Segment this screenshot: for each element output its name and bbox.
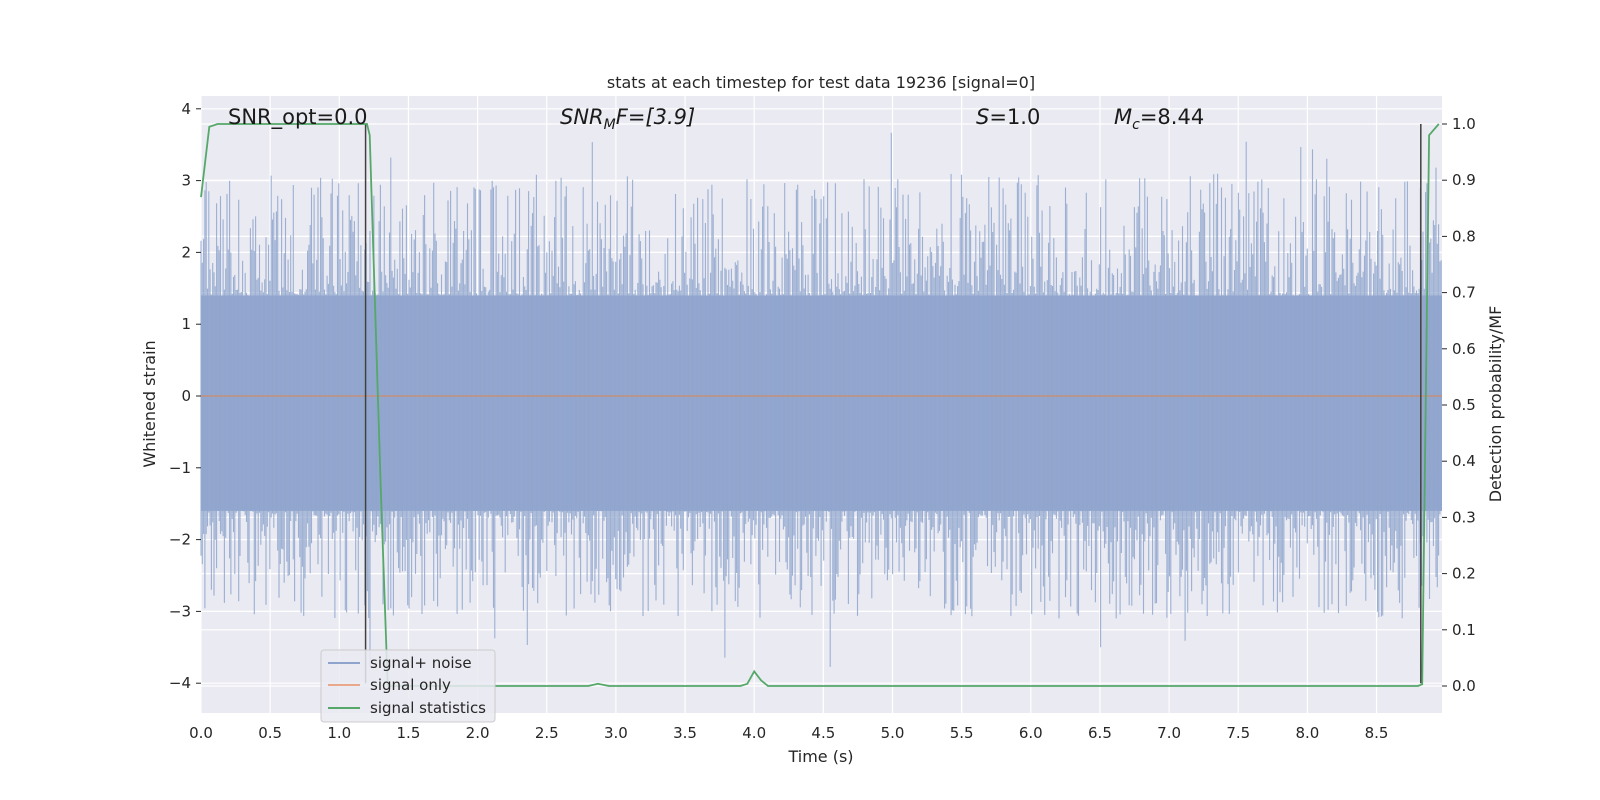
y2-tick-label: 0.0 [1452, 677, 1476, 695]
annotation-s: S=1.0 [976, 105, 1040, 129]
signal-statistics-series [200, 123, 1440, 687]
x-tick-label: 7.5 [1226, 724, 1250, 742]
y-tick-label: −2 [169, 531, 191, 549]
legend-label-stats: signal statistics [370, 699, 486, 717]
y2-tick-label: 0.5 [1452, 396, 1476, 414]
legend-label-noise: signal+ noise [370, 654, 472, 672]
y2-axis-label: Detection probability/MF [1486, 306, 1505, 503]
y-tick-label: 1 [181, 315, 191, 333]
x-tick-label: 4.5 [811, 724, 835, 742]
annotation-mc: Mc=8.44 [1114, 105, 1204, 133]
y2-tick-label: 0.3 [1452, 508, 1476, 526]
x-tick-label: 2.5 [535, 724, 559, 742]
x-tick-label: 4.0 [742, 724, 766, 742]
y-tick-label: 2 [181, 243, 191, 261]
x-tick-label: 7.0 [1157, 724, 1181, 742]
axis-ticks: 0.0 0.5 1.0 1.5 2.0 2.5 3.0 3.5 4.0 4.5 5.0 5.5 6.0 6… [169, 100, 1476, 742]
annotation-snr-opt: SNR_opt=0.0 [228, 105, 368, 130]
noise-strokes [200, 132, 1442, 667]
legend-box [320, 649, 496, 723]
x-tick-label: 8.0 [1295, 724, 1319, 742]
y2-tick-label: 1.0 [1452, 115, 1476, 133]
x-tick-label: 0.0 [189, 724, 213, 742]
x-tick-label: 8.5 [1365, 724, 1389, 742]
x-tick-label: 1.5 [397, 724, 421, 742]
signal-statistics-line [200, 123, 1440, 687]
y2-tick-label: 0.7 [1452, 284, 1476, 302]
y-tick-label: −1 [169, 459, 191, 477]
chart-title: stats at each timestep for test data 192… [607, 73, 1035, 92]
x-tick-label: 6.0 [1019, 724, 1043, 742]
x-tick-label: 0.5 [258, 724, 282, 742]
y-tick-label: −3 [169, 602, 191, 620]
annotation-snr-mf: SNRMF=[3.9] [560, 105, 695, 133]
y-tick-label: −4 [169, 674, 191, 692]
legend-label-signal: signal only [370, 676, 451, 694]
x-tick-label: 3.5 [673, 724, 697, 742]
x-tick-label: 5.5 [950, 724, 974, 742]
y2-tick-label: 0.1 [1452, 621, 1476, 639]
signal-noise-series [200, 132, 1442, 667]
y2-tick-label: 0.8 [1452, 227, 1476, 245]
y-tick-label: 3 [181, 172, 191, 190]
y-tick-label: 4 [181, 100, 191, 118]
legend: signal+ noise signal only signal statist… [320, 649, 496, 723]
x-tick-label: 2.0 [466, 724, 490, 742]
x-axis-label: Time (s) [787, 747, 853, 766]
y2-tick-label: 0.2 [1452, 565, 1476, 583]
vertical-marker-lines [364, 124, 1422, 684]
x-tick-label: 3.0 [604, 724, 628, 742]
x-tick-label: 1.0 [327, 724, 351, 742]
y2-tick-label: 0.4 [1452, 452, 1476, 470]
x-tick-label: 6.5 [1088, 724, 1112, 742]
y2-tick-label: 0.6 [1452, 340, 1476, 358]
y-tick-label: 0 [181, 387, 191, 405]
y-axis-label: Whitened strain [140, 340, 159, 467]
y2-tick-label: 0.9 [1452, 171, 1476, 189]
x-tick-label: 5.0 [881, 724, 905, 742]
